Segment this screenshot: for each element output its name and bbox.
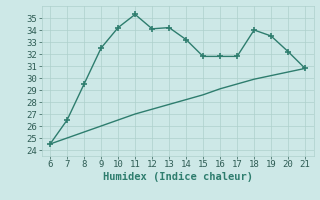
- X-axis label: Humidex (Indice chaleur): Humidex (Indice chaleur): [103, 172, 252, 182]
